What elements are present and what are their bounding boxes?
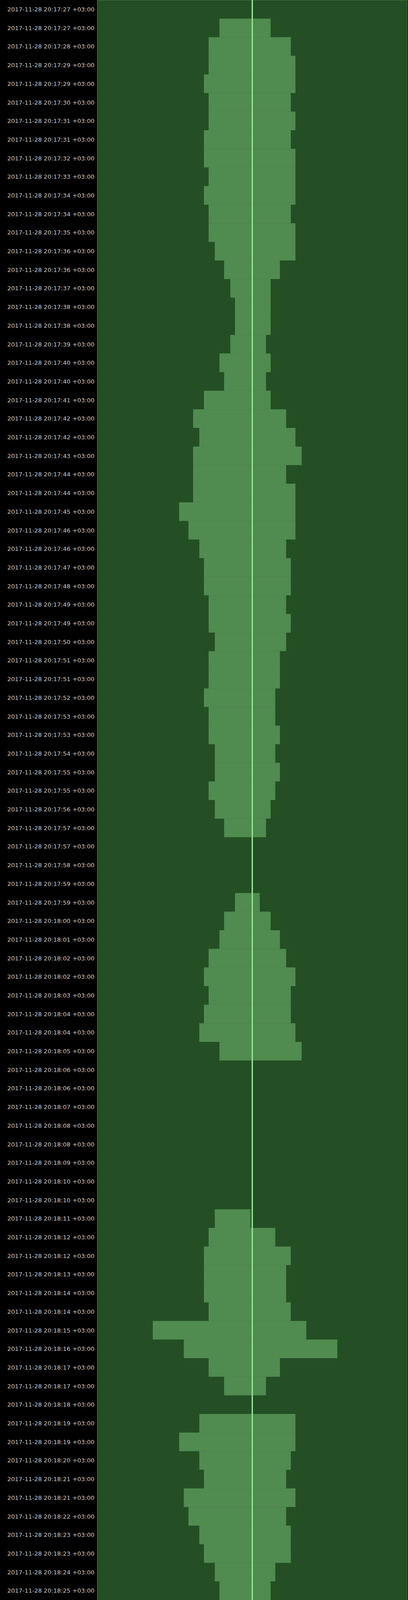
- svg-text:2017-11-28 20:17:57 +03:00: 2017-11-28 20:17:57 +03:00: [7, 843, 95, 851]
- svg-text:2017-11-28 20:18:10 +03:00: 2017-11-28 20:18:10 +03:00: [7, 1197, 95, 1205]
- svg-text:2017-11-28 20:18:21 +03:00: 2017-11-28 20:18:21 +03:00: [7, 1495, 95, 1503]
- svg-text:2017-11-28 20:17:41 +03:00: 2017-11-28 20:17:41 +03:00: [7, 397, 95, 404]
- svg-text:2017-11-28 20:18:23 +03:00: 2017-11-28 20:18:23 +03:00: [7, 1551, 95, 1558]
- svg-text:2017-11-28 20:18:17 +03:00: 2017-11-28 20:18:17 +03:00: [7, 1364, 95, 1372]
- svg-text:2017-11-28 20:17:56 +03:00: 2017-11-28 20:17:56 +03:00: [7, 806, 95, 814]
- svg-text:2017-11-28 20:17:37 +03:00: 2017-11-28 20:17:37 +03:00: [7, 284, 95, 292]
- svg-text:2017-11-28 20:17:46 +03:00: 2017-11-28 20:17:46 +03:00: [7, 527, 95, 535]
- svg-text:2017-11-28 20:18:15 +03:00: 2017-11-28 20:18:15 +03:00: [7, 1327, 95, 1335]
- svg-text:2017-11-28 20:17:40 +03:00: 2017-11-28 20:17:40 +03:00: [7, 378, 95, 386]
- svg-text:2017-11-28 20:17:57 +03:00: 2017-11-28 20:17:57 +03:00: [7, 825, 95, 833]
- svg-text:2017-11-28 20:17:51 +03:00: 2017-11-28 20:17:51 +03:00: [7, 676, 95, 683]
- svg-text:2017-11-28 20:17:58 +03:00: 2017-11-28 20:17:58 +03:00: [7, 862, 95, 870]
- svg-text:2017-11-28 20:17:36 +03:00: 2017-11-28 20:17:36 +03:00: [7, 247, 95, 255]
- svg-text:2017-11-28 20:17:38 +03:00: 2017-11-28 20:17:38 +03:00: [7, 322, 95, 330]
- svg-text:2017-11-28 20:17:49 +03:00: 2017-11-28 20:17:49 +03:00: [7, 601, 95, 609]
- svg-text:2017-11-28 20:18:02 +03:00: 2017-11-28 20:18:02 +03:00: [7, 955, 95, 963]
- svg-text:2017-11-28 20:18:06 +03:00: 2017-11-28 20:18:06 +03:00: [7, 1067, 95, 1074]
- svg-text:2017-11-28 20:18:18 +03:00: 2017-11-28 20:18:18 +03:00: [7, 1401, 95, 1409]
- svg-text:2017-11-28 20:17:59 +03:00: 2017-11-28 20:17:59 +03:00: [7, 899, 95, 907]
- svg-text:2017-11-28 20:18:17 +03:00: 2017-11-28 20:18:17 +03:00: [7, 1383, 95, 1391]
- svg-text:2017-11-28 20:17:42 +03:00: 2017-11-28 20:17:42 +03:00: [7, 415, 95, 423]
- svg-text:2017-11-28 20:18:04 +03:00: 2017-11-28 20:18:04 +03:00: [7, 1011, 95, 1019]
- svg-text:2017-11-28 20:17:31 +03:00: 2017-11-28 20:17:31 +03:00: [7, 117, 95, 125]
- svg-text:2017-11-28 20:17:55 +03:00: 2017-11-28 20:17:55 +03:00: [7, 787, 95, 795]
- svg-text:2017-11-28 20:17:27 +03:00: 2017-11-28 20:17:27 +03:00: [7, 24, 95, 32]
- svg-text:2017-11-28 20:17:45 +03:00: 2017-11-28 20:17:45 +03:00: [7, 508, 95, 516]
- svg-text:2017-11-28 20:17:32 +03:00: 2017-11-28 20:17:32 +03:00: [7, 155, 95, 162]
- svg-text:2017-11-28 20:17:42 +03:00: 2017-11-28 20:17:42 +03:00: [7, 434, 95, 441]
- svg-text:2017-11-28 20:18:12 +03:00: 2017-11-28 20:18:12 +03:00: [7, 1234, 95, 1242]
- svg-text:2017-11-28 20:18:20 +03:00: 2017-11-28 20:18:20 +03:00: [7, 1457, 95, 1465]
- svg-text:2017-11-28 20:17:34 +03:00: 2017-11-28 20:17:34 +03:00: [7, 210, 95, 218]
- svg-text:2017-11-28 20:18:13 +03:00: 2017-11-28 20:18:13 +03:00: [7, 1271, 95, 1279]
- svg-text:2017-11-28 20:17:29 +03:00: 2017-11-28 20:17:29 +03:00: [7, 80, 95, 88]
- svg-text:2017-11-28 20:17:50 +03:00: 2017-11-28 20:17:50 +03:00: [7, 638, 95, 646]
- svg-text:2017-11-28 20:17:59 +03:00: 2017-11-28 20:17:59 +03:00: [7, 880, 95, 888]
- svg-text:2017-11-28 20:17:31 +03:00: 2017-11-28 20:17:31 +03:00: [7, 136, 95, 144]
- svg-text:2017-11-28 20:17:35 +03:00: 2017-11-28 20:17:35 +03:00: [7, 229, 95, 237]
- svg-text:2017-11-28 20:17:39 +03:00: 2017-11-28 20:17:39 +03:00: [7, 341, 95, 349]
- svg-text:2017-11-28 20:18:01 +03:00: 2017-11-28 20:18:01 +03:00: [7, 936, 95, 944]
- svg-text:2017-11-28 20:18:02 +03:00: 2017-11-28 20:18:02 +03:00: [7, 973, 95, 981]
- svg-text:2017-11-28 20:18:19 +03:00: 2017-11-28 20:18:19 +03:00: [7, 1439, 95, 1447]
- svg-text:2017-11-28 20:17:30 +03:00: 2017-11-28 20:17:30 +03:00: [7, 98, 95, 106]
- svg-text:2017-11-28 20:17:43 +03:00: 2017-11-28 20:17:43 +03:00: [7, 452, 95, 460]
- svg-text:2017-11-28 20:18:06 +03:00: 2017-11-28 20:18:06 +03:00: [7, 1085, 95, 1093]
- svg-text:2017-11-28 20:17:53 +03:00: 2017-11-28 20:17:53 +03:00: [7, 713, 95, 721]
- svg-text:2017-11-28 20:17:44 +03:00: 2017-11-28 20:17:44 +03:00: [7, 489, 95, 497]
- svg-text:2017-11-28 20:17:38 +03:00: 2017-11-28 20:17:38 +03:00: [7, 303, 95, 311]
- svg-text:2017-11-28 20:18:22 +03:00: 2017-11-28 20:18:22 +03:00: [7, 1513, 95, 1521]
- svg-text:2017-11-28 20:17:52 +03:00: 2017-11-28 20:17:52 +03:00: [7, 694, 95, 702]
- svg-text:2017-11-28 20:18:09 +03:00: 2017-11-28 20:18:09 +03:00: [7, 1159, 95, 1167]
- svg-text:2017-11-28 20:18:12 +03:00: 2017-11-28 20:18:12 +03:00: [7, 1253, 95, 1261]
- svg-text:2017-11-28 20:17:46 +03:00: 2017-11-28 20:17:46 +03:00: [7, 545, 95, 553]
- svg-text:2017-11-28 20:18:08 +03:00: 2017-11-28 20:18:08 +03:00: [7, 1122, 95, 1130]
- svg-text:2017-11-28 20:18:21 +03:00: 2017-11-28 20:18:21 +03:00: [7, 1476, 95, 1484]
- svg-text:2017-11-28 20:17:51 +03:00: 2017-11-28 20:17:51 +03:00: [7, 657, 95, 665]
- svg-text:2017-11-28 20:18:24 +03:00: 2017-11-28 20:18:24 +03:00: [7, 1569, 95, 1577]
- svg-text:2017-11-28 20:17:55 +03:00: 2017-11-28 20:17:55 +03:00: [7, 769, 95, 777]
- svg-text:2017-11-28 20:17:48 +03:00: 2017-11-28 20:17:48 +03:00: [7, 583, 95, 591]
- svg-text:2017-11-28 20:18:00 +03:00: 2017-11-28 20:18:00 +03:00: [7, 918, 95, 925]
- svg-text:2017-11-28 20:17:27 +03:00: 2017-11-28 20:17:27 +03:00: [7, 5, 95, 13]
- svg-text:2017-11-28 20:17:34 +03:00: 2017-11-28 20:17:34 +03:00: [7, 192, 95, 199]
- svg-text:2017-11-28 20:17:49 +03:00: 2017-11-28 20:17:49 +03:00: [7, 620, 95, 628]
- svg-text:2017-11-28 20:18:23 +03:00: 2017-11-28 20:18:23 +03:00: [7, 1532, 95, 1540]
- svg-text:2017-11-28 20:17:33 +03:00: 2017-11-28 20:17:33 +03:00: [7, 173, 95, 181]
- svg-text:2017-11-28 20:17:44 +03:00: 2017-11-28 20:17:44 +03:00: [7, 471, 95, 478]
- svg-text:2017-11-28 20:18:25 +03:00: 2017-11-28 20:18:25 +03:00: [7, 1588, 95, 1595]
- svg-text:2017-11-28 20:18:05 +03:00: 2017-11-28 20:18:05 +03:00: [7, 1048, 95, 1056]
- svg-text:2017-11-28 20:18:04 +03:00: 2017-11-28 20:18:04 +03:00: [7, 1029, 95, 1037]
- svg-text:2017-11-28 20:18:03 +03:00: 2017-11-28 20:18:03 +03:00: [7, 992, 95, 1000]
- svg-text:2017-11-28 20:17:28 +03:00: 2017-11-28 20:17:28 +03:00: [7, 42, 95, 50]
- svg-text:2017-11-28 20:18:14 +03:00: 2017-11-28 20:18:14 +03:00: [7, 1309, 95, 1316]
- svg-text:2017-11-28 20:17:54 +03:00: 2017-11-28 20:17:54 +03:00: [7, 750, 95, 758]
- svg-text:2017-11-28 20:18:16 +03:00: 2017-11-28 20:18:16 +03:00: [7, 1346, 95, 1353]
- svg-text:2017-11-28 20:18:07 +03:00: 2017-11-28 20:18:07 +03:00: [7, 1104, 95, 1112]
- svg-text:2017-11-28 20:17:29 +03:00: 2017-11-28 20:17:29 +03:00: [7, 61, 95, 69]
- svg-text:2017-11-28 20:17:40 +03:00: 2017-11-28 20:17:40 +03:00: [7, 359, 95, 367]
- svg-text:2017-11-28 20:18:08 +03:00: 2017-11-28 20:18:08 +03:00: [7, 1141, 95, 1149]
- svg-text:2017-11-28 20:18:10 +03:00: 2017-11-28 20:18:10 +03:00: [7, 1178, 95, 1186]
- svg-text:2017-11-28 20:18:19 +03:00: 2017-11-28 20:18:19 +03:00: [7, 1420, 95, 1428]
- svg-text:2017-11-28 20:18:11 +03:00: 2017-11-28 20:18:11 +03:00: [7, 1215, 95, 1223]
- svg-text:2017-11-28 20:17:47 +03:00: 2017-11-28 20:17:47 +03:00: [7, 564, 95, 572]
- svg-text:2017-11-28 20:18:14 +03:00: 2017-11-28 20:18:14 +03:00: [7, 1290, 95, 1298]
- svg-text:2017-11-28 20:17:36 +03:00: 2017-11-28 20:17:36 +03:00: [7, 266, 95, 274]
- svg-text:2017-11-28 20:17:53 +03:00: 2017-11-28 20:17:53 +03:00: [7, 731, 95, 739]
